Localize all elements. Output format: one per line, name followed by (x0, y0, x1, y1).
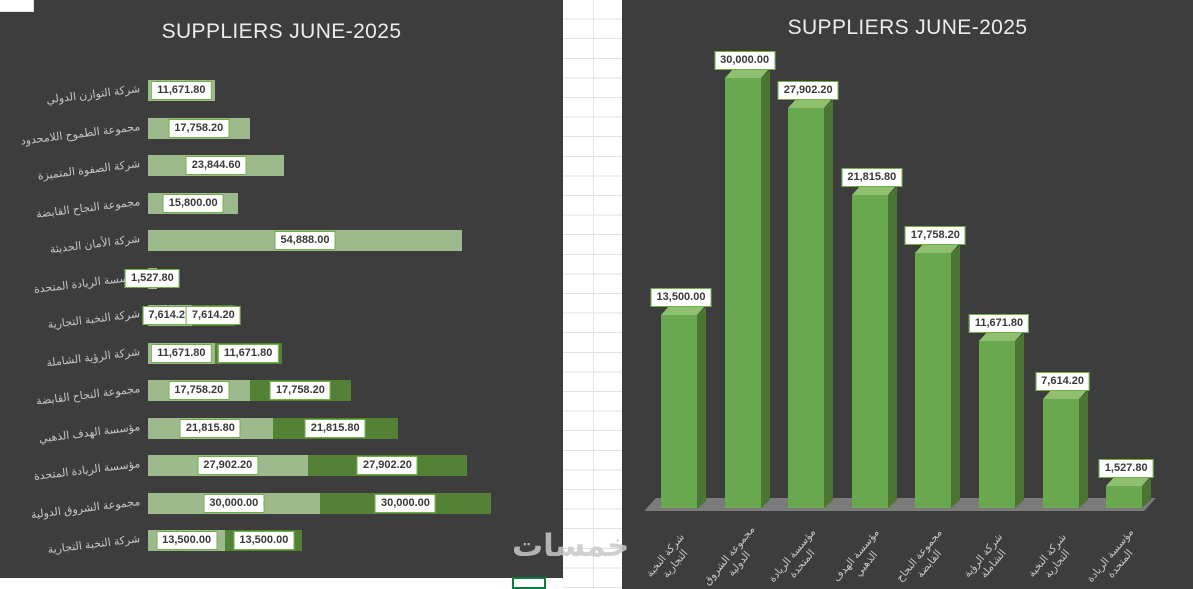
category-label: شركة النخبة التجارية (46, 308, 141, 332)
category-label: مجموعة الطموح اللامحدود (20, 120, 141, 148)
data-label: 30,000.00 (374, 493, 436, 513)
category-label: شركة الأمان الحديثة (49, 233, 141, 257)
right-chart-title: SUPPLIERS JUNE-2025 (787, 16, 1028, 39)
column-top-face (979, 332, 1023, 341)
data-label: 21,815.80 (179, 418, 241, 438)
bar-row: مؤسسة الهدف الذهبي 21,815.80 21,815.80 (0, 410, 563, 448)
data-label: 15,800.00 (162, 193, 224, 213)
data-label: 1,527.80 (1098, 459, 1154, 479)
column-bar (788, 108, 825, 508)
data-label: 13,500.00 (233, 531, 295, 550)
axis-category-label: شركة النخبة التجارية (643, 531, 691, 581)
column-bar (1106, 486, 1143, 508)
data-label: 27,902.20 (197, 456, 259, 475)
column-side-face (697, 306, 706, 508)
data-label: 11,671.80 (151, 81, 212, 100)
column-side-face (760, 69, 770, 508)
worksheet-column[interactable] (563, 0, 622, 589)
data-label: 23,844.60 (185, 156, 247, 175)
data-label: 7,614.20 (185, 306, 241, 325)
column-side-face (887, 187, 897, 508)
column-top-face (788, 100, 832, 109)
data-label: 17,758.20 (269, 381, 331, 400)
data-label: 27,902.20 (356, 456, 418, 475)
category-label: شركة الرؤية الشاملة (45, 345, 141, 369)
category-label: شركة الصفوة المتميزة (37, 158, 141, 183)
column-top-face (851, 187, 896, 196)
data-label: 11,671.80 (151, 343, 212, 363)
data-label: 30,000.00 (714, 51, 776, 70)
bar-row: مؤسسة الريادة المتحدة 27,902.20 27,902.20 (0, 447, 563, 485)
category-label: مجموعة الشروق الدولية (30, 495, 141, 521)
data-label: 11,671.80 (217, 343, 279, 363)
category-label: مجموعة النجاح القابضة (35, 383, 141, 408)
data-label: 21,815.80 (304, 418, 366, 438)
selected-cell[interactable] (512, 577, 546, 589)
data-label: 11,671.80 (968, 313, 1030, 333)
right-chart-plot: 13,500.00 شركة النخبة التجارية 30,000.00 مج… (622, 0, 1193, 589)
left-chart-plot: شركة التوازن الدولي 11,671.80 مجموعة الطمو… (0, 72, 563, 578)
column-bar (851, 195, 888, 508)
data-label: 7,614.20 (1035, 371, 1091, 391)
axis-category-label: مجموعة النجاح القابضة (894, 526, 946, 585)
category-label: مؤسسة الهدف الذهبي (38, 420, 141, 445)
left-chart[interactable]: SUPPLIERS JUNE-2025 شركة التوازن الدولي 1… (0, 0, 563, 578)
data-label: 27,902.20 (777, 81, 839, 101)
data-label: 17,758.20 (904, 226, 966, 246)
column-side-face (1015, 332, 1024, 508)
data-label: 30,000.00 (203, 493, 265, 513)
column-side-face (951, 245, 961, 508)
axis-category-label: شركة النخبة التجارية (1025, 531, 1073, 581)
column-bar (979, 340, 1015, 508)
worksheet-corner-cell[interactable] (0, 0, 34, 12)
column-bar (915, 253, 952, 508)
category-label: شركة التوازن الدولي (45, 83, 141, 107)
bar-row: شركة الرؤية الشاملة 11,671.80 11,671.80 (0, 335, 563, 373)
worksheet-row[interactable] (0, 578, 563, 589)
axis-category-label: شركة الرؤية الشاملة (961, 531, 1009, 581)
data-label: 54,888.00 (274, 231, 336, 250)
worksheet-gridline (593, 0, 594, 589)
column-top-face (724, 70, 768, 78)
data-label: 1,527.80 (124, 268, 180, 288)
data-label: 17,758.20 (168, 118, 230, 138)
column-bar (724, 78, 761, 508)
bar-row: شركة التوازن الدولي 11,671.80 (0, 72, 563, 110)
column-bar (661, 314, 697, 508)
watermark-text: خمسات (512, 528, 630, 564)
column-top-face (1106, 478, 1150, 487)
bar-row: مجموعة النجاح القابضة 15,800.00 (0, 185, 563, 223)
axis-category-label: مجموعة الشروق الدولية (700, 523, 758, 588)
column-side-face (824, 99, 834, 508)
left-chart-title: SUPPLIERS JUNE-2025 (161, 20, 402, 43)
axis-category-label: مؤسسة الريادة المتحدة (766, 526, 819, 585)
bar-row: شركة الأمان الحديثة 54,888.00 (0, 222, 563, 260)
data-label: 17,758.20 (168, 381, 230, 400)
axis-category-label: مؤسسة الريادة المتحدة (1084, 526, 1137, 585)
category-label: مؤسسة الريادة المتحدة (33, 458, 141, 483)
bar-row: شركة النخبة التجارية 7,614.20 7,614.20 (0, 297, 563, 335)
column-top-face (1042, 390, 1086, 399)
category-label: مجموعة النجاح القابضة (35, 195, 141, 221)
bar-row: مجموعة الشروق الدولية 30,000.00 30,000.00 (0, 485, 563, 523)
axis-category-label: مؤسسة الهدف الذهبي (830, 526, 882, 585)
data-label: 7,614.20 (142, 306, 198, 325)
data-label: 13,500.00 (650, 287, 712, 307)
data-label: 13,500.00 (156, 531, 218, 550)
bar-row: شركة النخبة التجارية 13,500.00 13,500.00 (0, 522, 563, 560)
data-label: 21,815.80 (841, 168, 903, 188)
category-label: شركة النخبة التجارية (46, 533, 141, 557)
column-bar (1042, 398, 1079, 508)
column-top-face (661, 306, 705, 315)
bar-row: مجموعة النجاح القابضة 17,758.20 17,758.20 (0, 372, 563, 410)
column-side-face (1078, 390, 1088, 508)
bar-row: مؤسسة الريادة المتحدة 1,527.80 (0, 260, 563, 298)
bar-row: شركة الصفوة المتميزة 23,844.60 (0, 147, 563, 185)
right-chart[interactable]: SUPPLIERS JUNE-2025 13,500.00 شركة النخبة… (622, 0, 1193, 589)
category-label: مؤسسة الريادة المتحدة (33, 270, 141, 296)
bar-row: مجموعة الطموح اللامحدود 17,758.20 (0, 110, 563, 148)
